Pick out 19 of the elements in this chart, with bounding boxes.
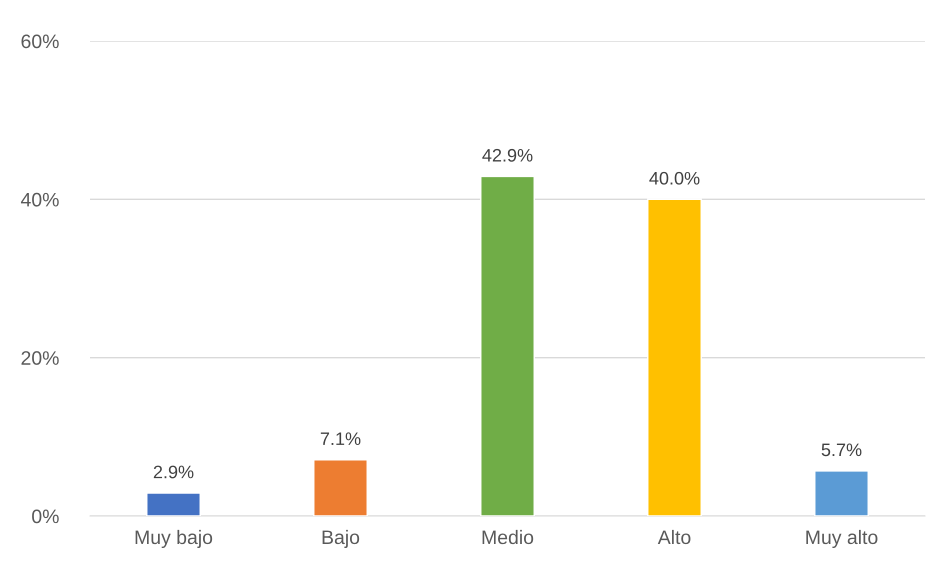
x-tick-label: Alto [658, 530, 690, 544]
x-tick-label: Medio [482, 530, 534, 544]
bar [313, 459, 368, 516]
bar [146, 492, 201, 516]
x-tick-label: Muy alto [806, 530, 878, 548]
bar [814, 470, 869, 516]
data-label: 40.0% [649, 172, 700, 185]
y-tick-label: 20% [22, 351, 59, 365]
data-label: 42.9% [482, 148, 532, 162]
bar [480, 176, 535, 516]
data-label: 7.1% [320, 432, 360, 446]
y-tick-label: 60% [22, 34, 59, 48]
y-tick-label: 0% [32, 509, 59, 524]
x-tick-label: Bajo [322, 530, 360, 548]
data-label: 5.7% [822, 443, 862, 456]
data-label: 2.9% [154, 466, 194, 478]
x-tick-label: Muy bajo [136, 530, 212, 548]
bar [647, 198, 702, 516]
y-tick-label: 40% [20, 192, 59, 207]
